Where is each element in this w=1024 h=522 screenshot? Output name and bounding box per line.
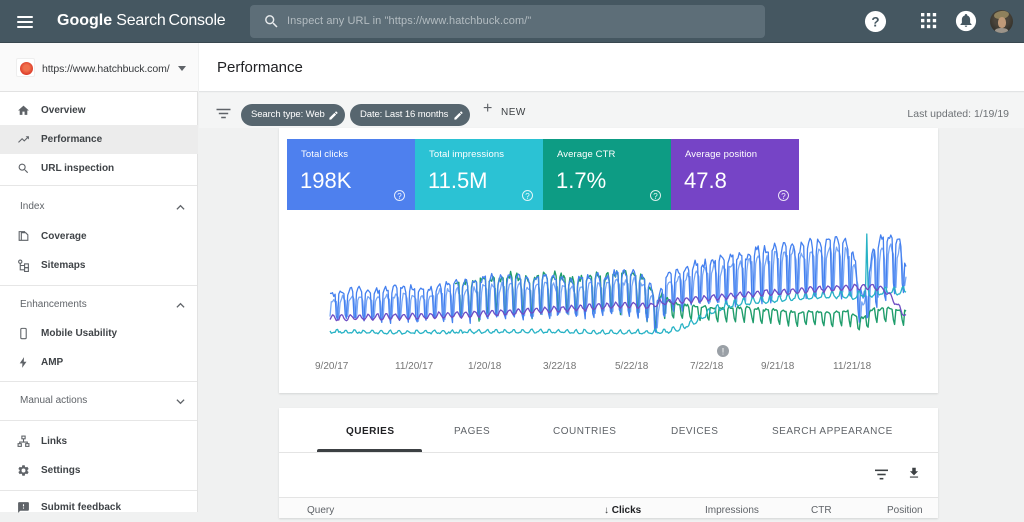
svg-text:?: ? — [871, 14, 879, 29]
svg-text:!: ! — [722, 347, 725, 357]
